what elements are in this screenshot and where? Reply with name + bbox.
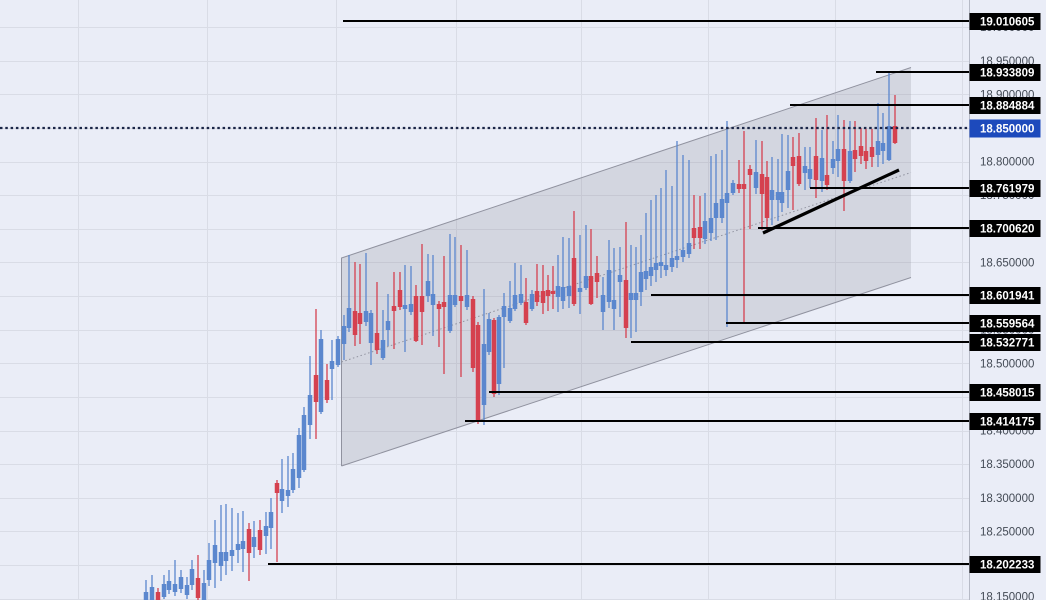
svg-text:18.150000: 18.150000 [980, 592, 1034, 600]
svg-text:18.532771: 18.532771 [980, 338, 1035, 350]
svg-text:18.500000: 18.500000 [980, 358, 1034, 370]
svg-text:18.700620: 18.700620 [980, 224, 1034, 236]
svg-text:18.559564: 18.559564 [980, 319, 1035, 331]
svg-text:18.414175: 18.414175 [980, 417, 1035, 429]
svg-text:19.010605: 19.010605 [980, 17, 1035, 29]
svg-text:18.884884: 18.884884 [980, 101, 1035, 113]
svg-text:18.458015: 18.458015 [980, 388, 1035, 400]
svg-text:18.601941: 18.601941 [980, 291, 1035, 303]
svg-text:18.761979: 18.761979 [980, 184, 1034, 196]
svg-text:18.350000: 18.350000 [980, 459, 1034, 471]
svg-text:18.933809: 18.933809 [980, 68, 1034, 80]
svg-text:18.800000: 18.800000 [980, 157, 1034, 169]
svg-text:18.650000: 18.650000 [980, 258, 1034, 270]
svg-text:18.300000: 18.300000 [980, 493, 1034, 505]
svg-text:18.202233: 18.202233 [980, 560, 1034, 572]
svg-text:18.850000: 18.850000 [980, 124, 1034, 136]
svg-text:18.250000: 18.250000 [980, 526, 1034, 538]
